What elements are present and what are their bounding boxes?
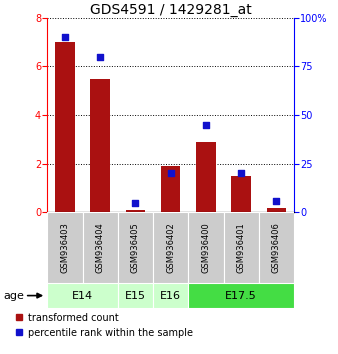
Bar <box>118 283 153 308</box>
Text: GSM936404: GSM936404 <box>96 222 105 273</box>
Bar <box>153 283 188 308</box>
Text: E17.5: E17.5 <box>225 291 257 301</box>
Title: GDS4591 / 1429281_at: GDS4591 / 1429281_at <box>90 3 251 17</box>
Bar <box>47 212 82 283</box>
Point <box>274 198 279 204</box>
Text: GSM936405: GSM936405 <box>131 222 140 273</box>
Point <box>168 171 173 176</box>
Point <box>62 34 68 40</box>
Bar <box>91 79 110 212</box>
Point <box>203 122 209 128</box>
Bar <box>82 212 118 283</box>
Text: E16: E16 <box>160 291 181 301</box>
Text: GSM936406: GSM936406 <box>272 222 281 273</box>
Text: GSM936403: GSM936403 <box>61 222 69 273</box>
Bar <box>126 210 145 212</box>
Bar <box>153 212 188 283</box>
Bar <box>47 283 118 308</box>
Legend: transformed count, percentile rank within the sample: transformed count, percentile rank withi… <box>15 313 193 338</box>
Bar <box>196 142 216 212</box>
Text: E14: E14 <box>72 291 93 301</box>
Point <box>239 171 244 176</box>
Bar <box>188 283 294 308</box>
Bar <box>188 212 223 283</box>
Point <box>97 54 103 59</box>
Bar <box>118 212 153 283</box>
Text: E15: E15 <box>125 291 146 301</box>
Bar <box>161 166 180 212</box>
Text: GSM936402: GSM936402 <box>166 222 175 273</box>
Point <box>133 200 138 205</box>
Bar <box>267 207 286 212</box>
Text: GSM936401: GSM936401 <box>237 222 246 273</box>
Bar <box>259 212 294 283</box>
Text: GSM936400: GSM936400 <box>201 222 211 273</box>
Bar <box>232 176 251 212</box>
Text: age: age <box>3 291 24 301</box>
Bar <box>223 212 259 283</box>
Bar <box>55 42 75 212</box>
